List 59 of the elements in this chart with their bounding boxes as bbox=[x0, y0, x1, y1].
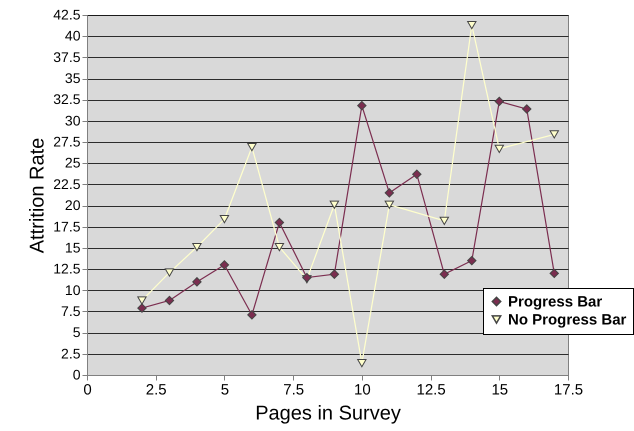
x-tick-label: 17.5 bbox=[554, 382, 584, 398]
point bbox=[247, 310, 257, 320]
point bbox=[192, 242, 202, 252]
point bbox=[550, 130, 559, 139]
x-tick-label: 12.5 bbox=[416, 382, 446, 398]
point bbox=[467, 21, 476, 30]
point bbox=[440, 216, 449, 225]
y-tick-label: 12.5 bbox=[53, 260, 81, 277]
x-tick-label: 0 bbox=[83, 382, 92, 398]
point bbox=[220, 215, 230, 224]
point bbox=[137, 296, 147, 305]
point bbox=[467, 256, 476, 266]
point bbox=[274, 242, 284, 252]
y-tick-label: 5 bbox=[72, 324, 81, 340]
y-tick-label: 7.5 bbox=[61, 302, 81, 319]
y-axis-title: Attrition Rate bbox=[26, 138, 48, 254]
y-tick-label: 10 bbox=[64, 282, 81, 298]
y-tick-label: 40 bbox=[64, 28, 81, 44]
point bbox=[164, 296, 174, 306]
point bbox=[330, 200, 340, 209]
x-tick-label: 10 bbox=[354, 382, 371, 398]
y-tick-label: 30 bbox=[64, 112, 81, 128]
x-tick-label: 2.5 bbox=[146, 382, 167, 398]
point bbox=[550, 268, 559, 278]
y-tick-label: 42.5 bbox=[53, 6, 81, 22]
point bbox=[412, 170, 422, 179]
point bbox=[164, 268, 174, 277]
y-tick-label: 27.5 bbox=[53, 134, 81, 150]
y-tick-label: 2.5 bbox=[61, 345, 81, 362]
point bbox=[522, 104, 532, 114]
point bbox=[384, 200, 394, 209]
point bbox=[494, 96, 504, 106]
x-axis-title: Pages in Survey bbox=[255, 402, 401, 424]
y-tick-label: 32.5 bbox=[53, 91, 81, 108]
y-tick-label: 37.5 bbox=[53, 48, 81, 65]
point bbox=[494, 144, 504, 153]
x-tick-label: 15 bbox=[491, 382, 508, 398]
point bbox=[220, 260, 230, 270]
y-tick-label: 20 bbox=[64, 197, 81, 214]
y-tick-label: 25 bbox=[64, 154, 81, 171]
point bbox=[357, 359, 367, 368]
point bbox=[274, 218, 284, 228]
point bbox=[357, 100, 367, 110]
point bbox=[302, 272, 312, 282]
point bbox=[247, 143, 257, 152]
x-tick-label: 5 bbox=[220, 382, 230, 398]
legend-label: Progress Bar bbox=[508, 294, 602, 310]
point bbox=[330, 270, 340, 279]
point bbox=[192, 277, 202, 287]
y-tick-label: 0 bbox=[72, 366, 81, 382]
y-tick-label: 22.5 bbox=[53, 176, 81, 192]
legend-label: No Progress Bar bbox=[508, 312, 627, 328]
y-tick-label: 15 bbox=[64, 239, 81, 256]
y-tick-label: 35 bbox=[64, 70, 81, 86]
y-tick-label: 17.5 bbox=[53, 218, 81, 234]
point bbox=[384, 188, 394, 198]
point bbox=[137, 303, 147, 313]
x-tick-label: 7.5 bbox=[283, 382, 304, 398]
point bbox=[440, 270, 449, 279]
